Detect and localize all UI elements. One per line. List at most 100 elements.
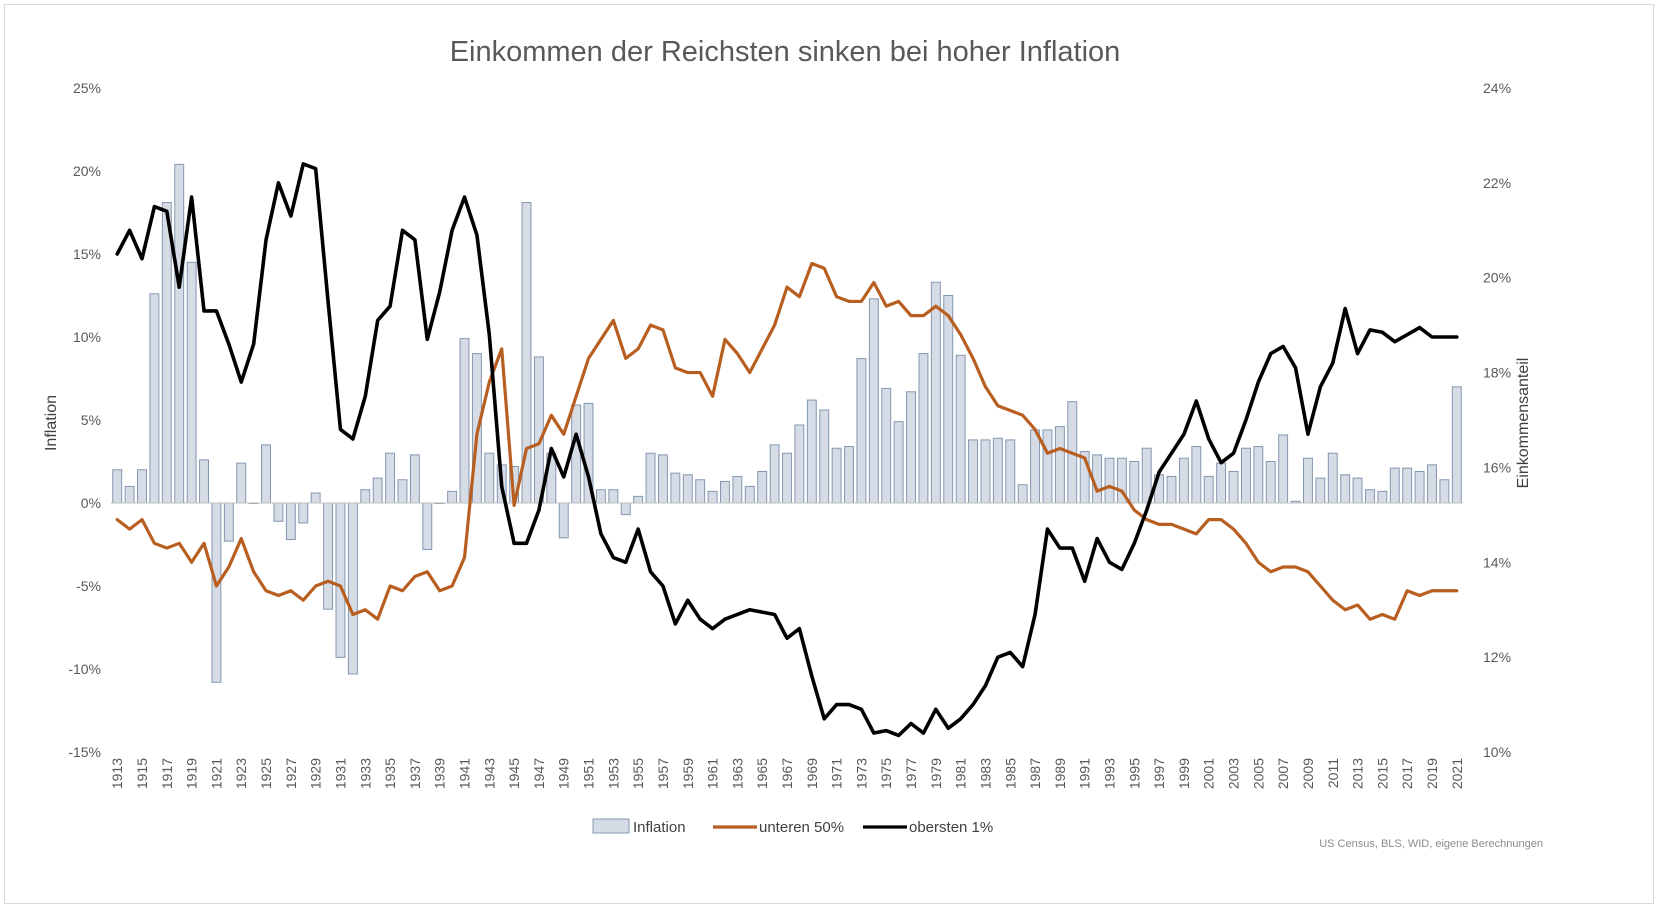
- inflation-bar-1934: [372, 477, 383, 504]
- x-tick-label: 1925: [258, 758, 274, 789]
- x-tick-label: 1953: [605, 758, 621, 789]
- top-1-line: [115, 162, 1459, 738]
- inflation-bar-2002: [1216, 462, 1227, 504]
- x-tick-label: 2003: [1226, 758, 1242, 789]
- inflation-bar-1957: [658, 454, 668, 504]
- left-tick-label: -5%: [76, 578, 101, 594]
- left-tick-label: -10%: [68, 661, 101, 677]
- inflation-bar-1961: [707, 490, 718, 504]
- legend: Inflation unteren 50% obersten 1%: [592, 818, 993, 836]
- x-tick-label: 1917: [159, 758, 175, 789]
- x-tick-label: 1985: [1002, 758, 1018, 789]
- x-tick-label: 1959: [680, 758, 696, 789]
- x-tick-label: 1915: [134, 758, 150, 789]
- inflation-bar-1921: [211, 502, 222, 683]
- x-tick-label: 1997: [1151, 758, 1167, 789]
- x-tick-label: 2021: [1449, 758, 1465, 789]
- x-tick-label: 2005: [1250, 758, 1266, 789]
- inflation-bar-2016: [1389, 467, 1400, 504]
- x-tick-label: 1931: [333, 758, 349, 789]
- left-tick-label: 10%: [73, 329, 101, 345]
- inflation-bar-2011: [1327, 452, 1338, 504]
- inflation-bar-1984: [992, 437, 1003, 504]
- inflation-bar-2021: [1451, 386, 1462, 504]
- inflation-bar-2005: [1253, 446, 1264, 504]
- x-tick-label: 2011: [1325, 758, 1341, 788]
- x-tick-label: 1951: [581, 758, 597, 789]
- x-tick-label: 1987: [1027, 758, 1043, 789]
- x-tick-label: 1965: [754, 758, 770, 789]
- x-tick-label: 1999: [1176, 758, 1192, 789]
- left-tick-label: 5%: [81, 412, 101, 428]
- x-tick-label: 1975: [878, 758, 894, 789]
- x-tick-label: 2019: [1424, 758, 1440, 789]
- inflation-bar-1972: [844, 446, 854, 504]
- x-tick-label: 1933: [357, 758, 373, 789]
- inflation-bar-2003: [1228, 470, 1239, 504]
- x-tick-label: 1955: [630, 758, 646, 789]
- inflation-bar-2006: [1265, 461, 1276, 504]
- inflation-bar-1965: [757, 470, 768, 504]
- inflation-bar-1920: [199, 459, 209, 504]
- inflation-bar-1925: [261, 444, 272, 504]
- inflation-bar-2001: [1203, 475, 1214, 504]
- inflation-bar-1993: [1104, 457, 1115, 504]
- inflation-bar-1977: [906, 391, 917, 504]
- inflation-bar-1932: [347, 502, 358, 675]
- inflation-bar-1962: [720, 480, 730, 504]
- inflation-bar-1967: [782, 452, 792, 504]
- inflation-bar-1985: [1005, 439, 1016, 504]
- inflation-bar-1947: [533, 356, 544, 504]
- inflation-bar-2010: [1315, 477, 1326, 504]
- right-axis-ticks: 24% 22% 20% 18% 16% 14% 12% 10%: [1483, 80, 1511, 760]
- inflation-bar-1973: [856, 358, 867, 504]
- inflation-bar-1954: [620, 502, 631, 516]
- right-tick-label: 16%: [1483, 459, 1511, 475]
- inflation-bar-1963: [732, 475, 743, 504]
- x-tick-label: 1957: [655, 758, 671, 789]
- left-tick-label: 0%: [81, 495, 101, 511]
- inflation-bar-1960: [695, 479, 706, 504]
- right-tick-label: 24%: [1483, 80, 1511, 96]
- x-tick-label: 1913: [109, 758, 125, 789]
- x-tick-label: 2017: [1399, 758, 1415, 789]
- left-tick-label: 15%: [73, 246, 101, 262]
- inflation-bar-2009: [1302, 457, 1313, 504]
- x-tick-label: 1995: [1126, 758, 1142, 789]
- income-share-lines: [115, 162, 1459, 738]
- inflation-bar-2018: [1414, 470, 1425, 504]
- legend-label: Inflation: [633, 819, 686, 836]
- legend-label: obersten 1%: [909, 819, 993, 836]
- inflation-bar-1936: [397, 479, 408, 504]
- x-tick-label: 1977: [903, 758, 919, 789]
- inflation-bar-2015: [1377, 490, 1388, 504]
- inflation-bar-1959: [682, 474, 693, 504]
- x-tick-label: 1989: [1052, 758, 1068, 789]
- inflation-bar-2017: [1402, 467, 1413, 504]
- x-tick-label: 1963: [729, 758, 745, 789]
- inflation-bar-2014: [1365, 489, 1375, 504]
- inflation-bar-1915: [137, 469, 147, 504]
- x-tick-label: 1979: [928, 758, 944, 789]
- inflation-bar-2013: [1352, 477, 1363, 504]
- inflation-bar-1979: [930, 281, 941, 504]
- inflation-bar-1949: [558, 502, 569, 539]
- inflation-bar-1916: [149, 293, 160, 504]
- inflation-bar-1974: [868, 298, 879, 504]
- right-tick-label: 12%: [1483, 649, 1511, 665]
- x-tick-label: 1943: [481, 758, 497, 789]
- x-tick-label: 2007: [1275, 758, 1291, 789]
- inflation-bar-1919: [186, 261, 197, 504]
- left-axis-ticks: 25% 20% 15% 10% 5% 0% -5% -10% -15%: [68, 80, 101, 760]
- left-tick-label: -15%: [68, 744, 101, 760]
- inflation-bar-1986: [1017, 484, 1028, 504]
- left-axis-title: Inflation: [43, 395, 60, 451]
- right-axis-title: Einkommensanteil: [1515, 358, 1532, 489]
- inflation-bar-1931: [335, 502, 346, 658]
- inflation-bar-1981: [955, 354, 966, 504]
- x-tick-label: 1967: [779, 758, 795, 789]
- inflation-bar-1917: [161, 202, 172, 504]
- inflation-bar-1995: [1129, 461, 1140, 504]
- inflation-bar-1941: [459, 338, 470, 504]
- inflation-bar-2007: [1278, 434, 1289, 504]
